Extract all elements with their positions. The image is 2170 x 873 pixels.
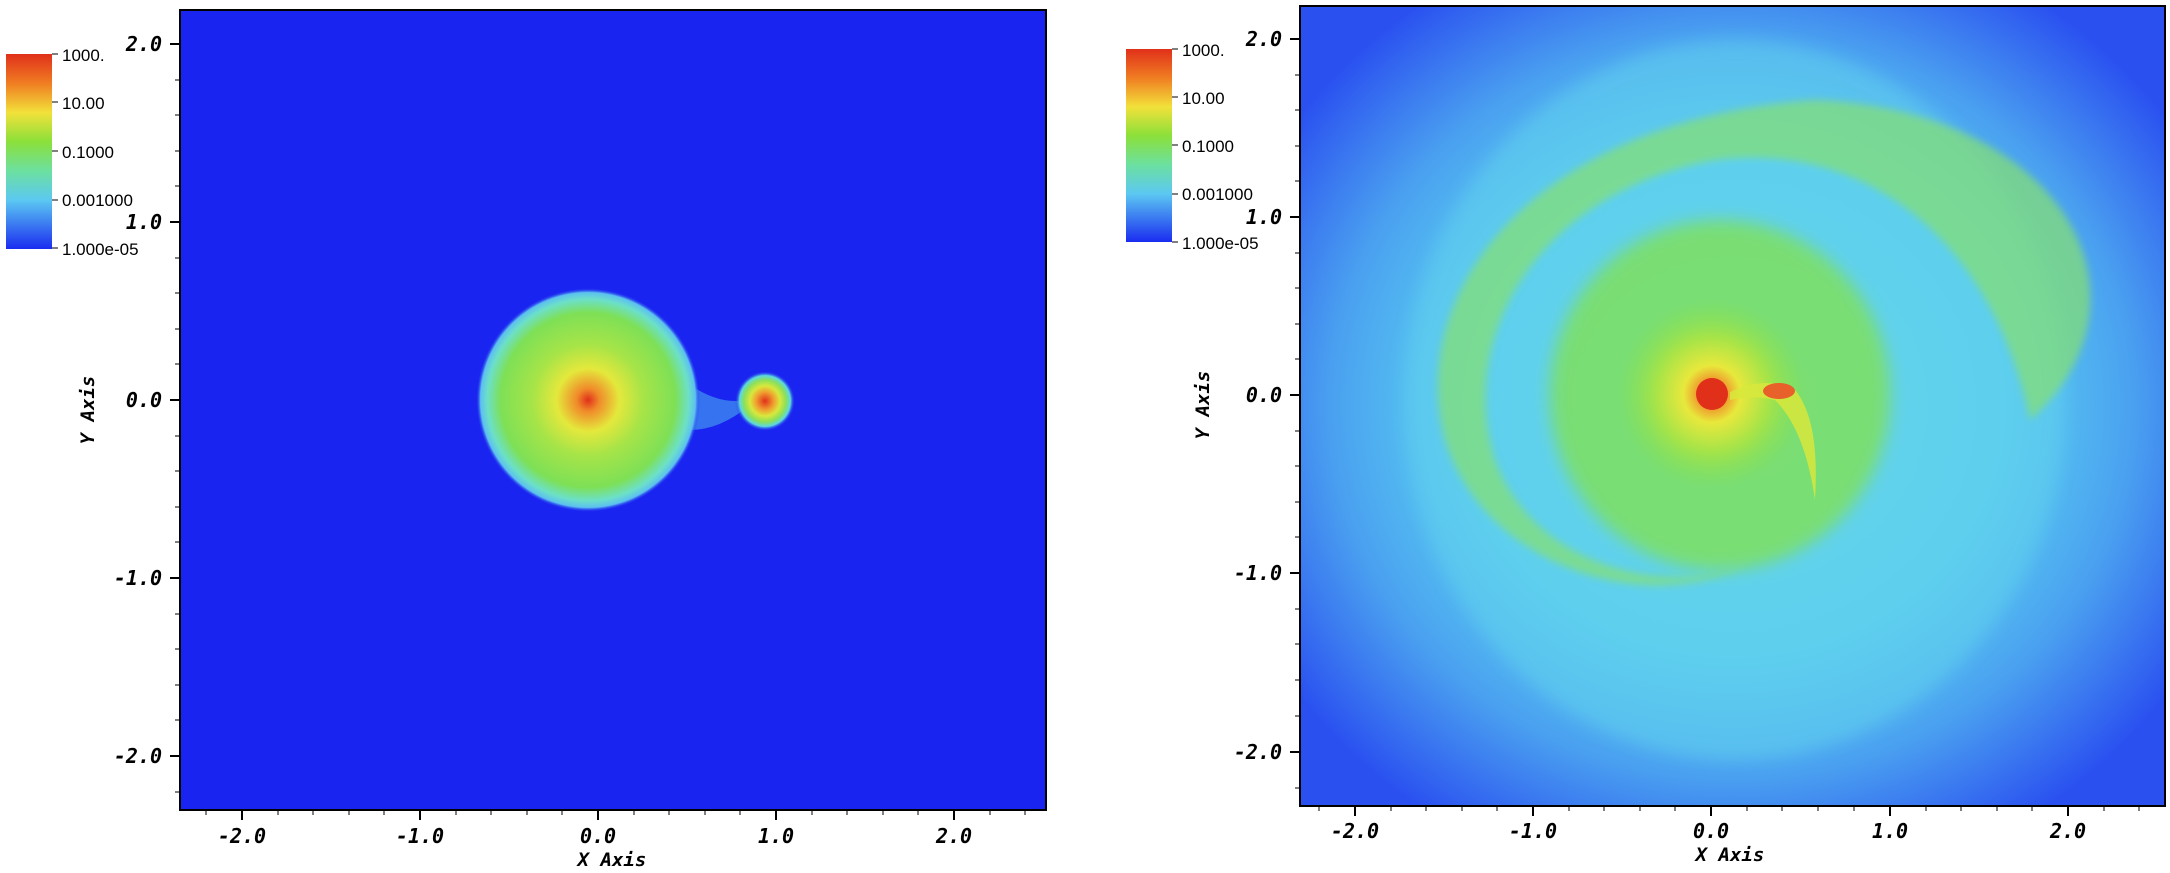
x-tick-label: 1.0: [758, 824, 794, 848]
x-tick-label: 0.0: [580, 824, 616, 848]
x-tick-label: 2.0: [2049, 819, 2086, 843]
x-tick-label: -2.0: [1331, 819, 1379, 843]
y-tick-label: 2.0: [1245, 27, 1282, 51]
y-axis-label: Y Axis: [1192, 371, 1214, 440]
x-axis-label: X Axis: [576, 849, 647, 869]
tidal-stream: [1730, 382, 1816, 500]
plot-frame: [1299, 5, 2166, 807]
plot-frame: [179, 9, 1047, 811]
y-axis-label: Y Axis: [77, 376, 99, 445]
left-density-plot: 2.0 1.0 0.0 -1.0 -2.0 -2.0 -1.0 0.0 1.0 …: [0, 0, 1060, 871]
x-tick-label: 1.0: [1872, 819, 1908, 843]
primary-star: [476, 288, 700, 512]
colorbar-label: 1.000e-05: [1182, 234, 1259, 253]
y-tick-label: 0.0: [1246, 383, 1282, 407]
x-tick-label: -1.0: [396, 824, 444, 848]
y-tick-label: 1.0: [1246, 205, 1282, 229]
y-tick-label: -2.0: [114, 744, 162, 768]
y-axis-ticks: [170, 43, 180, 793]
colorbar-label: 0.001000: [1182, 185, 1253, 204]
colorbar: [1126, 49, 1172, 242]
colorbar-ticks: [52, 53, 58, 249]
colorbar-label: 0.1000: [62, 143, 114, 162]
colorbar-label: 1.000e-05: [62, 240, 139, 259]
colorbar-label: 0.001000: [62, 191, 133, 210]
x-axis-ticks: [205, 810, 1026, 820]
y-tick-label: 2.0: [125, 32, 162, 56]
x-tick-label: -2.0: [218, 824, 266, 848]
colorbar-label: 1000.: [62, 46, 105, 65]
y-tick-label: 1.0: [126, 210, 162, 234]
x-axis-ticks: [1318, 806, 2140, 816]
companion-object: [1763, 383, 1795, 399]
secondary-star: [735, 371, 795, 431]
x-tick-label: -1.0: [1509, 819, 1557, 843]
mass-transfer-stream: [690, 385, 750, 430]
colorbar-label: 10.00: [1182, 89, 1225, 108]
y-tick-label: 0.0: [126, 388, 162, 412]
outer-spiral-arm: [1437, 100, 2091, 586]
colorbar-label: 0.1000: [1182, 137, 1234, 156]
x-tick-label: 0.0: [1693, 819, 1729, 843]
y-tick-label: -1.0: [114, 566, 162, 590]
y-axis-ticks: [1290, 38, 1300, 789]
x-axis-label: X Axis: [1694, 844, 1765, 866]
right-density-plot: 2.0 1.0 0.0 -1.0 -2.0 -2.0 -1.0 0.0 1.0 …: [1115, 0, 2170, 869]
x-tick-label: 2.0: [935, 824, 972, 848]
colorbar-label: 10.00: [62, 94, 105, 113]
y-tick-label: -2.0: [1234, 740, 1282, 764]
central-star: [1696, 378, 1728, 410]
colorbar: [6, 54, 52, 249]
colorbar-label: 1000.: [1182, 41, 1225, 60]
y-tick-label: -1.0: [1234, 561, 1282, 585]
colorbar-ticks: [1172, 48, 1178, 243]
